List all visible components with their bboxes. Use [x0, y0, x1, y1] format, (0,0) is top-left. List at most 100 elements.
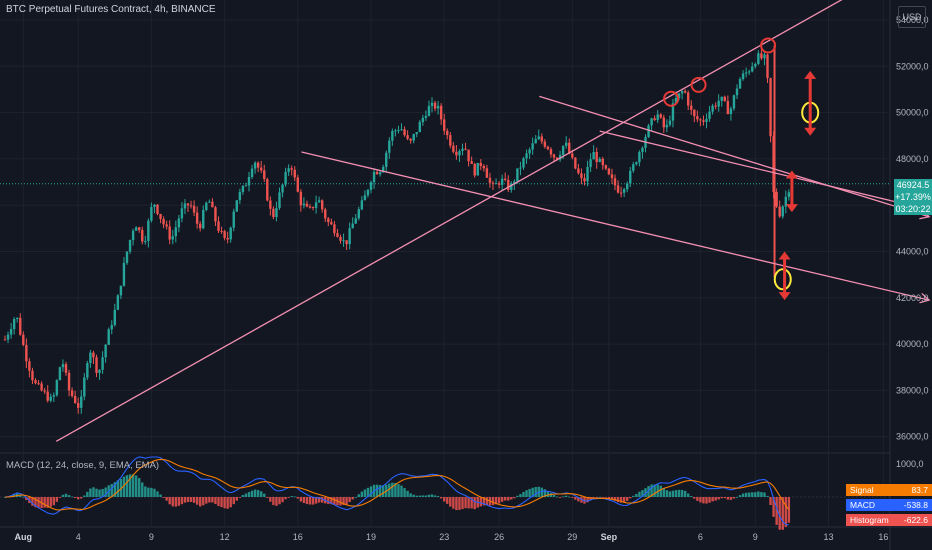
candle-body [214, 207, 217, 222]
candle-body [683, 91, 687, 93]
candle-body [491, 182, 495, 184]
histogram-tag: Histogram -622.6 [846, 514, 932, 526]
candle-body [665, 124, 669, 128]
histogram-bar [317, 497, 321, 503]
trendline-descending-upper [539, 95, 930, 218]
candle-body [757, 53, 760, 64]
y-tick-label: 54000,0 [896, 15, 929, 25]
histogram-bar [702, 497, 705, 504]
histogram-bar [52, 497, 55, 506]
candle-body [260, 167, 263, 171]
price-axis[interactable]: 54000,052000,050000,048000,046000,044000… [896, 15, 929, 442]
histogram-bar [147, 487, 150, 497]
histogram-bar [696, 497, 699, 501]
candle-body [217, 221, 220, 231]
candle-body [775, 192, 778, 207]
candle-body [342, 240, 345, 242]
histogram-bar [787, 497, 791, 523]
candle-body [461, 148, 464, 151]
candle-body [571, 153, 574, 158]
candle-body [702, 120, 705, 122]
histogram-bar [430, 494, 434, 497]
annotations [663, 37, 820, 301]
histogram-bar [61, 494, 65, 497]
y-tick-label: 52000,0 [896, 61, 929, 71]
candle-body [641, 147, 644, 153]
histogram-bar [180, 497, 184, 505]
histogram-bar [632, 495, 635, 497]
x-tick-label: 23 [439, 532, 449, 542]
candle-body [409, 138, 412, 141]
candle-body [784, 196, 787, 207]
candle-body [388, 140, 391, 153]
histogram-bar [308, 497, 312, 505]
candle-body [537, 136, 540, 140]
histogram-bar [616, 497, 620, 503]
histogram-bar [369, 486, 373, 497]
candle-body [378, 172, 382, 175]
candle-body [720, 96, 723, 101]
candle-body [263, 170, 266, 180]
candle-body [360, 200, 364, 210]
candle-body [49, 396, 52, 401]
chart-title: BTC Perpetual Futures Contract, 4h, BINA… [6, 4, 216, 15]
histogram-bar [360, 491, 364, 497]
candle-body [467, 149, 470, 162]
candle-body [171, 236, 174, 240]
histogram-bar [772, 497, 775, 517]
candle-body [9, 329, 13, 335]
candle-body [12, 319, 16, 330]
candle-body [711, 105, 714, 112]
macd-title[interactable]: MACD (12, 24, close, 9, EMA, EMA) [6, 460, 160, 471]
candle-body [546, 146, 550, 150]
histogram-bar [208, 497, 211, 503]
histogram-bar [439, 497, 443, 499]
candle-body [574, 157, 577, 169]
x-tick-label: 16 [878, 532, 888, 542]
macd-line [4, 456, 789, 526]
candle-body [208, 201, 211, 203]
histogram-bar [613, 497, 617, 501]
candle-body [549, 149, 553, 155]
histogram-bar [134, 475, 138, 497]
x-tick-label: Sep [601, 532, 618, 542]
time-axis[interactable]: Aug 4 9 12 16 19 23 26 29 Sep 6 9 13 16 [15, 532, 889, 542]
histogram-bar [571, 497, 574, 498]
candle-body [366, 189, 370, 196]
candle-body [290, 168, 293, 170]
histogram-bar [101, 488, 104, 497]
candle-body [202, 209, 205, 229]
histogram-bar [244, 493, 248, 497]
histogram-bar [500, 497, 504, 502]
candle-body [73, 395, 77, 404]
histogram-bar [543, 489, 547, 497]
candle-body [693, 109, 696, 117]
histogram-bar [202, 497, 205, 506]
candle-body [16, 317, 19, 320]
histogram-bar [406, 490, 409, 497]
candle-body [116, 295, 120, 310]
macd-value: -538.8 [903, 500, 928, 510]
histogram-bar [232, 497, 235, 505]
histogram-bar [314, 497, 318, 504]
candle-body [732, 95, 736, 109]
candle-body [760, 53, 763, 59]
candle-body [507, 179, 510, 190]
candle-body [394, 130, 397, 132]
candle-body [101, 357, 104, 370]
candle-body [754, 63, 757, 67]
candle-body [287, 168, 290, 172]
candle-body [229, 227, 232, 240]
histogram-bar [650, 484, 653, 497]
signal-label: Signal [850, 485, 874, 495]
currency-button[interactable]: USD [898, 6, 926, 28]
histogram-bar [186, 497, 190, 503]
candle-body [58, 367, 62, 381]
candle-body [595, 151, 598, 162]
x-tick-label: 16 [293, 532, 303, 542]
candle-body [708, 111, 711, 119]
candle-body [89, 352, 92, 364]
candle-body [452, 145, 455, 152]
histogram-bar [595, 497, 598, 498]
